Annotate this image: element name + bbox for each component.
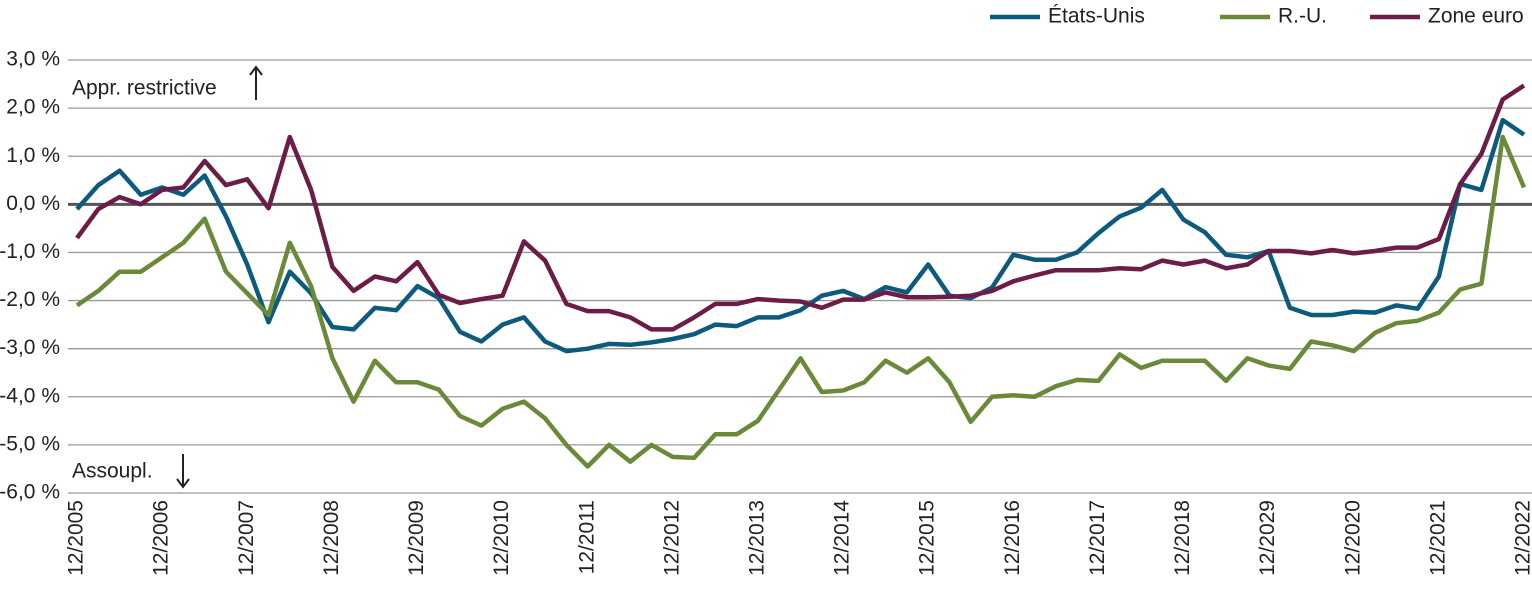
x-tick-label: 12/2009 — [405, 500, 428, 576]
line-series — [75, 134, 1527, 469]
x-tick-label: 12/2013 — [745, 500, 768, 576]
x-tick-label: 12/2005 — [65, 500, 88, 576]
x-tick-label: 12/2029 — [1256, 500, 1279, 576]
legend-label: R.-U. — [1278, 5, 1327, 28]
x-tick-label: 12/2016 — [1001, 500, 1024, 576]
annotation: Assoupl. — [72, 460, 153, 483]
line-series — [75, 83, 1526, 332]
x-tick-label: 12/2018 — [1171, 500, 1194, 576]
x-tick-label: 12/2022 — [1512, 500, 1532, 576]
x-tick-label: 12/2012 — [660, 500, 683, 576]
legend-label: Zone euro — [1428, 5, 1524, 28]
line-series — [75, 117, 1526, 354]
y-tick-label: 3,0 % — [6, 48, 60, 71]
y-tick-label: 0,0 % — [6, 192, 60, 215]
y-tick-label: -6,0 % — [0, 481, 60, 504]
annotation: Appr. restrictive — [72, 77, 217, 100]
y-tick-label: -4,0 % — [0, 384, 60, 407]
y-tick-label: -5,0 % — [0, 432, 60, 455]
arrow-down — [176, 454, 190, 489]
legend-label: États-Unis — [1048, 5, 1145, 28]
x-tick-label: 12/2010 — [490, 500, 513, 576]
arrow-up — [249, 65, 263, 100]
x-tick-label: 12/2011 — [575, 500, 598, 574]
x-tick-label: 12/2008 — [320, 500, 343, 576]
y-tick-label: 2,0 % — [6, 96, 60, 119]
x-tick-label: 12/2020 — [1341, 500, 1364, 576]
y-tick-label: -2,0 % — [0, 288, 60, 311]
x-tick-label: 12/2007 — [235, 500, 258, 576]
x-tick-label: 12/2015 — [916, 500, 939, 576]
x-tick-label: 12/2017 — [1086, 500, 1109, 576]
x-tick-label: 12/2021 — [1426, 500, 1449, 576]
y-tick-label: -1,0 % — [0, 240, 60, 263]
x-tick-label: 12/2014 — [831, 500, 854, 576]
x-tick-label: 12/2006 — [150, 500, 173, 576]
y-tick-label: 1,0 % — [6, 144, 60, 167]
y-tick-label: -3,0 % — [0, 336, 60, 359]
